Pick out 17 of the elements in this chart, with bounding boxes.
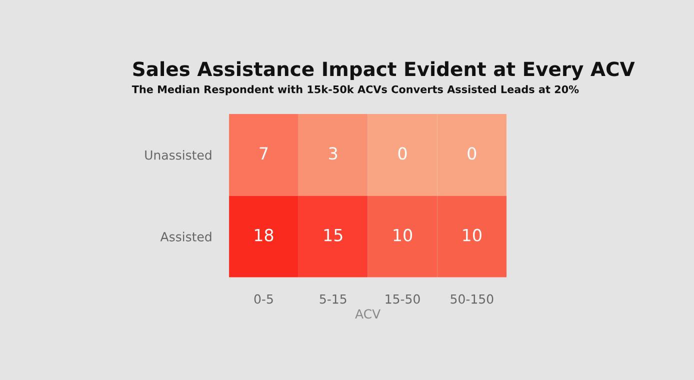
y-tick-label: Assisted <box>160 232 212 242</box>
data-label: 15 <box>324 229 342 242</box>
data-label: 18 <box>254 228 274 242</box>
chart-title: Sales Assistance Impact Evident at Every ACV <box>133 61 635 80</box>
x-tick-label: 50-150 <box>450 294 494 304</box>
data-label: 7 <box>260 147 268 160</box>
data-label: 0 <box>398 147 407 160</box>
data-label: 3 <box>329 147 338 160</box>
data-label: 0 <box>468 147 476 160</box>
x-axis-title: ACV <box>355 309 381 319</box>
data-label: 10 <box>463 228 482 242</box>
x-tick-label: 0-5 <box>254 294 273 304</box>
x-tick-label: 5-15 <box>320 294 346 304</box>
data-label: 10 <box>394 228 412 242</box>
y-tick-label: Unassisted <box>145 150 212 160</box>
x-tick-label: 15-50 <box>386 294 420 304</box>
chart-subtitle: The Median Respondent with 15k-50k ACVs Converts Assisted Leads at 20% <box>132 85 579 96</box>
